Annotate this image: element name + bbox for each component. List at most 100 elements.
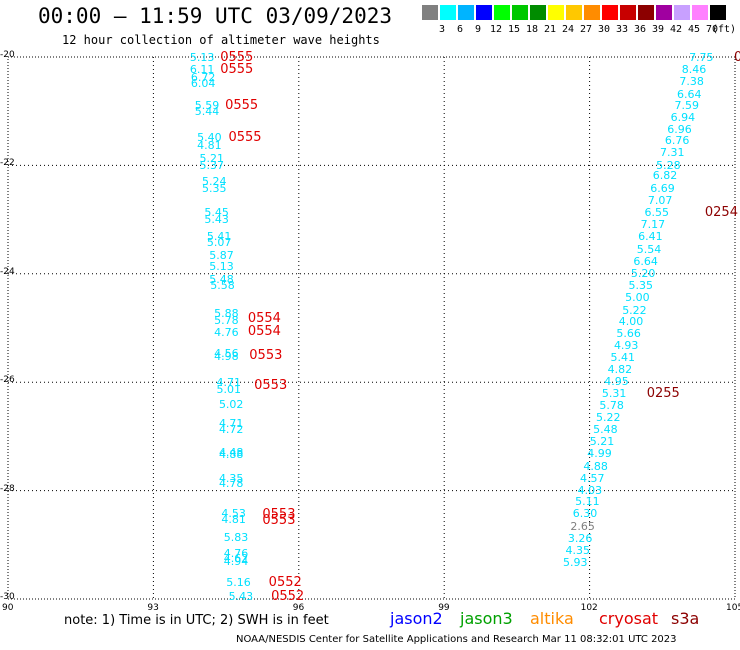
wave-height-label: 4.56 bbox=[214, 347, 239, 361]
legend-label: 6 bbox=[456, 24, 464, 35]
wave-height-label: 8.46 bbox=[681, 63, 707, 77]
wave-height-label: 5.83 bbox=[223, 531, 249, 545]
legend-label: 18 bbox=[525, 24, 539, 35]
wave-height-label: 4.88 bbox=[218, 448, 244, 462]
wave-height-label: 5.54 bbox=[636, 242, 662, 256]
wave-height-label: 5.01 bbox=[216, 383, 242, 397]
wave-height-label: 5.13 bbox=[189, 51, 215, 64]
wave-height-label: 5.93 bbox=[563, 556, 588, 570]
wave-height-label: 4.48 bbox=[218, 445, 244, 459]
wave-height-label: 4.81 bbox=[197, 138, 222, 152]
lon-tick-label: 93 bbox=[147, 603, 159, 613]
legend-swatch bbox=[692, 5, 708, 20]
lat-tick-label: -20 bbox=[0, 50, 15, 60]
pass-time-label: 0255 bbox=[646, 386, 680, 402]
wave-height-label: 5.78 bbox=[599, 398, 624, 412]
satellite-label-s3a: s3a bbox=[671, 609, 700, 628]
pass-time-label: 0553 bbox=[249, 348, 283, 364]
lat-tick-label: -26 bbox=[0, 375, 15, 386]
legend-swatch bbox=[476, 5, 492, 20]
legend-label: 30 bbox=[597, 24, 611, 35]
wave-height-label: 5.00 bbox=[625, 290, 650, 304]
wave-height-label: 5.37 bbox=[199, 159, 225, 173]
wave-height-label: 6.69 bbox=[650, 181, 675, 195]
legend-label: 39 bbox=[651, 24, 665, 35]
wave-height-label: 6.55 bbox=[644, 206, 669, 219]
legend-label: 42 bbox=[669, 24, 683, 35]
map-frame bbox=[7, 56, 736, 600]
legend-swatch bbox=[566, 5, 582, 20]
lat-tick-label: -24 bbox=[0, 266, 15, 277]
lon-tick-label: 105 bbox=[726, 603, 740, 613]
pass-time-label: 0553 bbox=[254, 378, 288, 394]
wave-height-label: 5.87 bbox=[209, 248, 234, 262]
wave-height-label: 5.11 bbox=[575, 495, 600, 509]
legend-swatch bbox=[422, 5, 438, 20]
pass-time-label: 0253 bbox=[733, 50, 740, 65]
pass-time-label: 0554 bbox=[247, 311, 281, 327]
wave-height-label: 4.98 bbox=[214, 350, 239, 364]
wave-height-label: 4.99 bbox=[587, 446, 612, 460]
wave-height-label: 4.94 bbox=[223, 555, 249, 569]
legend-label: 12 bbox=[489, 24, 503, 35]
wave-height-label: 5.41 bbox=[206, 229, 232, 243]
credit-text: NOAA/NESDIS Center for Satellite Applica… bbox=[236, 634, 677, 645]
satellite-label-altika: altika bbox=[530, 609, 574, 628]
legend-label: 15 bbox=[507, 24, 521, 35]
legend-label: 21 bbox=[543, 24, 557, 35]
wave-height-label: 4.35 bbox=[565, 544, 590, 558]
legend-swatch bbox=[638, 5, 654, 20]
wave-height-label: 5.07 bbox=[206, 236, 232, 250]
pass-time-label: 0555 bbox=[228, 129, 262, 145]
pass-time-label: 0555 bbox=[220, 50, 254, 65]
pass-time-label: 0555 bbox=[225, 97, 259, 113]
wave-height-label: 5.02 bbox=[218, 397, 244, 411]
legend-label: 9 bbox=[474, 24, 482, 35]
legend-swatch bbox=[602, 5, 618, 20]
legend-swatch bbox=[440, 5, 456, 20]
wave-height-label: 6.30 bbox=[572, 507, 598, 521]
lat-tick-label: -30 bbox=[0, 592, 15, 602]
wave-height-label: 6.64 bbox=[676, 87, 702, 101]
wave-height-label: 7.07 bbox=[647, 194, 673, 208]
wave-height-label: 7.38 bbox=[679, 75, 704, 89]
wave-height-label: 5.22 bbox=[622, 303, 647, 317]
wave-height-label: 4.81 bbox=[221, 513, 246, 527]
wave-height-label: 5.59 bbox=[194, 98, 220, 112]
wave-height-label: 6.64 bbox=[633, 254, 658, 268]
wave-height-label: 7.17 bbox=[640, 217, 666, 231]
legend-swatch bbox=[710, 5, 726, 20]
wave-height-label: 7.59 bbox=[674, 98, 700, 112]
legend-swatch bbox=[656, 5, 672, 20]
wave-height-label: 5.88 bbox=[214, 307, 239, 321]
satellite-label-cryosat: cryosat bbox=[599, 609, 659, 628]
wave-height-label: 6.82 bbox=[652, 169, 678, 183]
wave-height-label: 4.93 bbox=[613, 339, 639, 353]
wave-height-label: 5.43 bbox=[228, 590, 254, 604]
pass-time-label: 0554 bbox=[247, 323, 281, 339]
legend-swatch bbox=[548, 5, 564, 20]
wave-height-label: 6.94 bbox=[670, 110, 696, 124]
legend-unit-label: (ft) bbox=[712, 24, 737, 35]
wave-height-label: 2.65 bbox=[570, 520, 595, 534]
legend-swatch bbox=[458, 5, 474, 20]
wave-height-label: 4.72 bbox=[218, 422, 244, 436]
wave-height-label: 5.13 bbox=[209, 260, 234, 274]
wave-height-label: 5.35 bbox=[628, 278, 653, 292]
legend-swatch bbox=[620, 5, 636, 20]
wave-height-label: 4.71 bbox=[218, 417, 244, 431]
legend-swatch bbox=[512, 5, 528, 20]
wave-height-label: 5.20 bbox=[630, 266, 656, 280]
wave-height-label: 4.95 bbox=[604, 375, 629, 389]
legend-swatch bbox=[674, 5, 690, 20]
wave-height-label: 4.57 bbox=[580, 471, 605, 485]
wave-height-label: 5.48 bbox=[593, 422, 618, 436]
wave-height-label: 5.78 bbox=[214, 314, 239, 328]
wave-height-label: 5.58 bbox=[210, 278, 235, 292]
wave-height-label: 5.16 bbox=[226, 575, 251, 589]
wave-height-label: 6.76 bbox=[664, 134, 690, 148]
legend-label: 70 bbox=[705, 24, 719, 35]
wave-height-label: 4.71 bbox=[216, 376, 242, 390]
wave-height-label: 4.76 bbox=[223, 547, 249, 561]
